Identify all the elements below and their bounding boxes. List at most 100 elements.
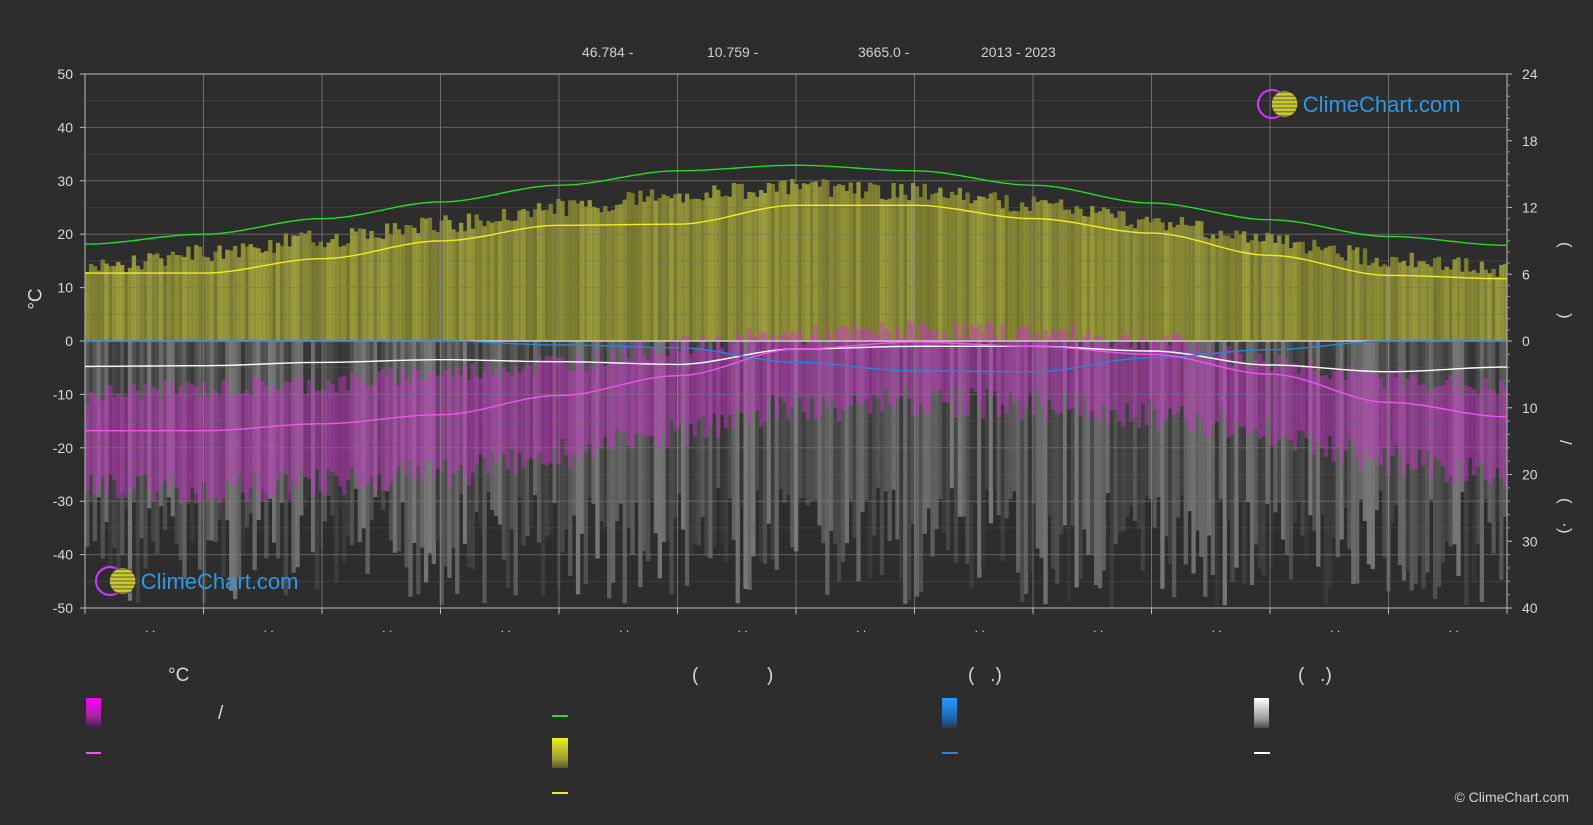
temperature-range-bar xyxy=(1051,328,1056,410)
precipitation-texture-bar xyxy=(540,341,546,597)
sunshine-bar xyxy=(1078,208,1083,341)
temperature-range-bar xyxy=(696,347,701,419)
sunshine-bar xyxy=(478,220,483,341)
sunshine-bar xyxy=(1491,268,1496,341)
precipitation-texture-bar xyxy=(353,341,359,489)
temperature-range-bar xyxy=(688,353,694,425)
sunshine-bar xyxy=(1199,221,1204,341)
precipitation-texture-bar xyxy=(1425,341,1430,573)
precipitation-texture-bar xyxy=(934,341,939,530)
sunshine-bar xyxy=(836,184,842,341)
sunshine-bar xyxy=(1468,271,1473,341)
temperature-range-bar xyxy=(279,389,285,471)
temperature-range-bar xyxy=(525,364,530,461)
precipitation-texture-bar xyxy=(1436,341,1442,587)
precipitation-texture-bar xyxy=(505,341,511,588)
precipitation-texture-bar xyxy=(357,341,363,543)
temperature-range-bar xyxy=(194,387,199,504)
temperature-range-bar xyxy=(1090,342,1095,411)
sunshine-bar xyxy=(669,198,674,341)
sunshine-bar xyxy=(408,225,413,341)
precipitation-texture-bar xyxy=(1300,341,1305,536)
temperature-range-bar xyxy=(899,338,904,397)
precipitation-texture-bar xyxy=(1417,341,1422,556)
sunshine-bar xyxy=(108,266,113,341)
sunshine-bar xyxy=(743,198,748,341)
sunshine-bar xyxy=(338,246,343,341)
temperature-range-bar xyxy=(1390,371,1395,457)
sunshine-bar xyxy=(607,211,612,341)
sunshine-bar xyxy=(1148,222,1153,341)
temperature-range-bar xyxy=(634,340,639,434)
sunshine-bar xyxy=(552,213,557,341)
precipitation-texture-bar xyxy=(201,341,207,603)
legend-sun-title-open: ( xyxy=(692,665,699,686)
precipitation-texture-bar xyxy=(466,341,472,568)
sunshine-bar xyxy=(420,217,425,341)
precipitation-texture-bar xyxy=(299,341,304,516)
precipitation-texture-bar xyxy=(860,341,865,513)
sunshine-bar xyxy=(299,232,304,341)
sunshine-bar xyxy=(1008,211,1013,341)
temperature-range-bar xyxy=(1101,344,1107,405)
sunshine-bar xyxy=(984,198,990,341)
sunshine-bar xyxy=(346,243,351,341)
temperature-range-bar xyxy=(871,333,877,395)
precipitation-texture-bar xyxy=(190,341,195,542)
temperature-range-bar xyxy=(618,362,624,434)
sunshine-bar xyxy=(529,217,534,341)
sunshine-bar xyxy=(213,251,218,341)
temperature-range-bar xyxy=(610,346,616,451)
sunshine-bar xyxy=(829,196,834,341)
precipitation-texture-bar xyxy=(844,341,849,544)
precipitation-texture-bar xyxy=(1105,341,1111,494)
temperature-range-bar xyxy=(1316,375,1321,441)
right-axis-lower-tick-label: 30 xyxy=(1522,533,1538,549)
precipitation-texture-bar xyxy=(1191,341,1196,574)
temperature-range-bar xyxy=(1062,331,1068,392)
precipitation-texture-bar xyxy=(883,341,888,492)
sunshine-bar xyxy=(758,189,764,341)
temperature-range-bar xyxy=(622,348,627,432)
sunshine-bar xyxy=(248,244,253,341)
temperature-range-bar xyxy=(1113,343,1118,410)
sunshine-bar xyxy=(704,192,709,341)
sunshine-bar xyxy=(1288,248,1294,341)
temperature-range-bar xyxy=(497,378,503,455)
precipitation-texture-bar xyxy=(1238,341,1243,500)
precipitation-texture-bar xyxy=(166,341,172,498)
precipitation-texture-bar xyxy=(903,341,908,604)
legend-precipitation-swatch xyxy=(942,698,957,728)
precipitation-texture-bar xyxy=(626,341,631,528)
precipitation-texture-bar xyxy=(1000,341,1005,562)
sunshine-bar xyxy=(700,200,705,341)
sunshine-bar xyxy=(1109,213,1114,341)
temperature-range-bar xyxy=(938,340,943,390)
sunshine-bar xyxy=(805,184,811,341)
sunshine-bar xyxy=(945,198,951,341)
temperature-range-bar xyxy=(501,367,507,455)
precipitation-texture-bar xyxy=(1004,341,1009,519)
precipitation-texture-bar xyxy=(369,341,374,521)
legend-precipitation-line-swatch xyxy=(942,752,958,754)
sunshine-bar xyxy=(875,185,881,341)
precipitation-texture-bar xyxy=(346,341,351,537)
sunshine-bar xyxy=(451,229,456,341)
sunshine-bar xyxy=(1320,250,1325,341)
temperature-range-bar xyxy=(1261,360,1266,437)
precipitation-texture-bar xyxy=(1413,341,1418,584)
precipitation-texture-bar xyxy=(599,341,604,522)
precipitation-texture-bar xyxy=(1495,341,1500,522)
temperature-range-bar xyxy=(96,399,101,488)
temperature-range-bar xyxy=(236,393,242,475)
sunshine-bar xyxy=(977,196,982,341)
precipitation-texture-bar xyxy=(981,341,986,567)
precipitation-texture-bar xyxy=(614,341,620,522)
sunshine-bar xyxy=(131,255,137,341)
sunshine-bar xyxy=(1214,238,1220,341)
precipitation-texture-bar xyxy=(1269,341,1274,569)
sunshine-bar xyxy=(349,228,355,341)
logo-bottom-text: ClimeChart.com xyxy=(141,569,299,594)
precipitation-texture-bar xyxy=(229,341,234,591)
sunshine-bar xyxy=(229,250,234,341)
